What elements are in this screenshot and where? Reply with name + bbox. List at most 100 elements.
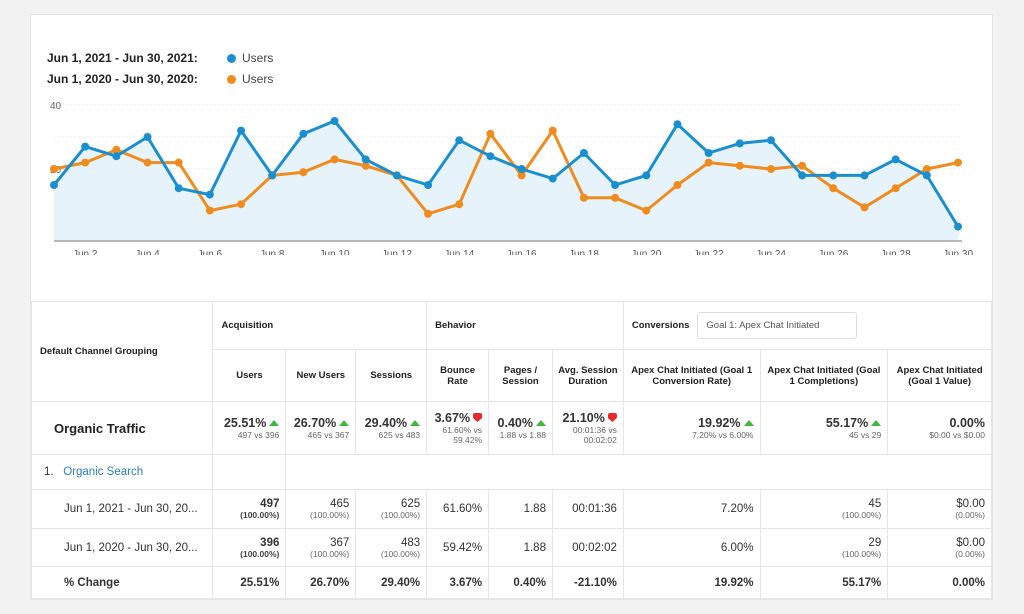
data-point[interactable] — [424, 209, 433, 218]
conversions-label: Conversions — [631, 320, 690, 331]
data-point[interactable] — [517, 171, 526, 180]
data-point[interactable] — [860, 203, 869, 212]
data-point[interactable] — [112, 145, 121, 154]
data-point[interactable] — [954, 222, 962, 231]
column-header[interactable]: Apex Chat Initiated (Goal 1 Value) — [887, 349, 992, 402]
data-point[interactable] — [143, 133, 152, 141]
series-line — [52, 119, 960, 228]
data-point[interactable] — [548, 174, 557, 183]
data-point[interactable] — [922, 171, 931, 180]
data-point[interactable] — [673, 181, 682, 189]
data-point[interactable] — [330, 117, 339, 125]
series-area — [54, 121, 958, 241]
x-tick-label: Jun 6 — [198, 249, 223, 255]
table-cell: $0.00 (0.00%) — [887, 528, 992, 567]
column-header[interactable]: Apex Chat Initiated (Goal 1 Completions) — [759, 349, 889, 402]
data-point[interactable] — [205, 190, 214, 199]
data-point[interactable] — [579, 149, 588, 157]
column-header[interactable]: Avg. Session Duration — [551, 349, 624, 402]
data-point[interactable] — [548, 126, 557, 135]
data-point[interactable] — [891, 184, 900, 193]
data-point[interactable] — [112, 152, 121, 161]
data-point[interactable] — [81, 158, 90, 167]
data-point[interactable] — [392, 171, 401, 180]
data-point[interactable] — [611, 193, 620, 202]
cell-value: 367 — [330, 536, 350, 549]
data-point[interactable] — [486, 152, 495, 161]
table-cell: 7.20% — [622, 489, 761, 529]
data-point[interactable] — [860, 171, 869, 180]
data-point[interactable] — [330, 155, 339, 164]
goal-selector[interactable]: Goal 1: Apex Chat Initiated — [697, 312, 858, 339]
summary-compare: 45 vs 29 — [849, 430, 882, 440]
data-point[interactable] — [579, 193, 588, 202]
cell-percent: (100.00%) — [380, 510, 421, 520]
data-point[interactable] — [174, 184, 183, 193]
data-point[interactable] — [829, 171, 838, 180]
data-point[interactable] — [922, 165, 931, 173]
data-point[interactable] — [735, 139, 744, 148]
summary-value: 0.40% — [497, 416, 533, 430]
channel-link[interactable]: Organic Search — [63, 466, 144, 478]
data-point[interactable] — [299, 129, 308, 138]
data-point[interactable] — [704, 149, 713, 157]
data-point[interactable] — [50, 181, 58, 189]
data-point[interactable] — [642, 206, 651, 215]
cell-percent: (100.00%) — [842, 510, 882, 520]
data-point[interactable] — [642, 171, 651, 180]
data-point[interactable] — [673, 120, 682, 129]
data-point[interactable] — [798, 161, 807, 170]
data-point[interactable] — [891, 155, 900, 164]
data-point[interactable] — [455, 136, 464, 145]
y-tick-label: 40 — [50, 101, 62, 112]
data-point[interactable] — [205, 206, 214, 215]
x-tick-label: Jun 24 — [756, 249, 786, 255]
data-point[interactable] — [237, 200, 246, 209]
data-point[interactable] — [455, 200, 464, 209]
summary-label: Organic Traffic — [30, 401, 214, 455]
column-header[interactable]: Apex Chat Initiated (Goal 1 Conversion R… — [622, 349, 761, 402]
cell-percent: (100.00%) — [842, 548, 882, 559]
summary-compare: 1.88 vs 1.88 — [499, 430, 546, 440]
data-point[interactable] — [50, 165, 58, 173]
table-cell: 61.60% — [426, 489, 490, 529]
data-point[interactable] — [268, 171, 277, 180]
cell-value: 465 — [330, 498, 350, 510]
summary-cell: 21.10% 00:01:36 vs 00:02:02 — [551, 401, 624, 455]
data-point[interactable] — [361, 155, 370, 164]
data-point[interactable] — [829, 184, 838, 193]
data-point[interactable] — [517, 165, 526, 173]
data-point[interactable] — [143, 158, 152, 167]
legend-dot-icon — [227, 54, 236, 64]
change-cell: 55.17% — [759, 566, 889, 599]
data-point[interactable] — [735, 161, 744, 170]
column-header[interactable]: Pages / Session — [488, 349, 553, 402]
column-header[interactable]: Users — [212, 349, 287, 402]
data-point[interactable] — [766, 136, 775, 145]
data-point[interactable] — [299, 168, 308, 177]
data-point[interactable] — [798, 171, 807, 180]
summary-value: 21.10% — [562, 411, 605, 425]
data-point[interactable] — [424, 181, 433, 189]
data-point[interactable] — [81, 142, 90, 151]
cell-percent: (100.00%) — [240, 548, 280, 559]
data-point[interactable] — [611, 181, 620, 189]
arrow-up-icon — [743, 420, 754, 426]
data-point[interactable] — [174, 158, 183, 167]
column-header[interactable]: New Users — [285, 349, 357, 402]
change-cell: 19.92% — [622, 566, 761, 599]
data-point[interactable] — [954, 158, 962, 167]
data-point[interactable] — [361, 161, 370, 170]
data-point[interactable] — [766, 165, 775, 173]
data-point[interactable] — [237, 126, 246, 135]
arrow-down-icon — [473, 413, 483, 422]
summary-value: 29.40% — [364, 416, 408, 430]
summary-compare: $0.00 vs $0.00 — [929, 430, 985, 440]
cell-percent: (0.00%) — [955, 510, 985, 520]
column-header[interactable]: Sessions — [355, 349, 428, 402]
column-header[interactable]: Bounce Rate — [426, 349, 490, 402]
data-point[interactable] — [486, 129, 495, 138]
data-point[interactable] — [704, 158, 713, 167]
table-cell: $0.00 (0.00%) — [887, 489, 992, 529]
